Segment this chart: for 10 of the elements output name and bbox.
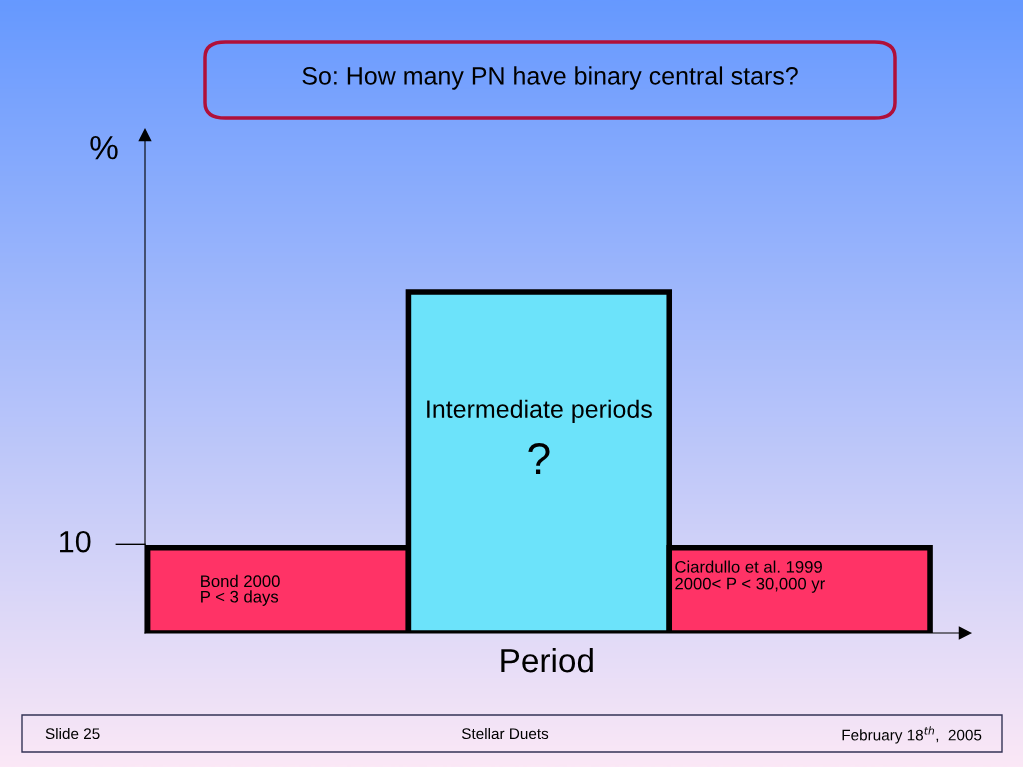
x-axis-title: Period bbox=[501, 647, 593, 673]
text: 10 bbox=[60, 530, 91, 553]
annotation: Intermediate periods ? bbox=[427, 399, 652, 474]
annotation: Bond 2000 P < 3 days bbox=[201, 574, 280, 606]
text: Slide 25 bbox=[45, 727, 100, 740]
chart-title: So: How many PN have binary central stars? bbox=[302, 66, 798, 90]
annotation: Ciardullo et al. 1999 2000< P < 30,000 yr bbox=[675, 560, 825, 593]
y-axis-title: % bbox=[90, 136, 118, 160]
text: February 18$^{th}$, 2005 bbox=[842, 726, 982, 744]
text: Stellar Duets bbox=[461, 727, 549, 740]
